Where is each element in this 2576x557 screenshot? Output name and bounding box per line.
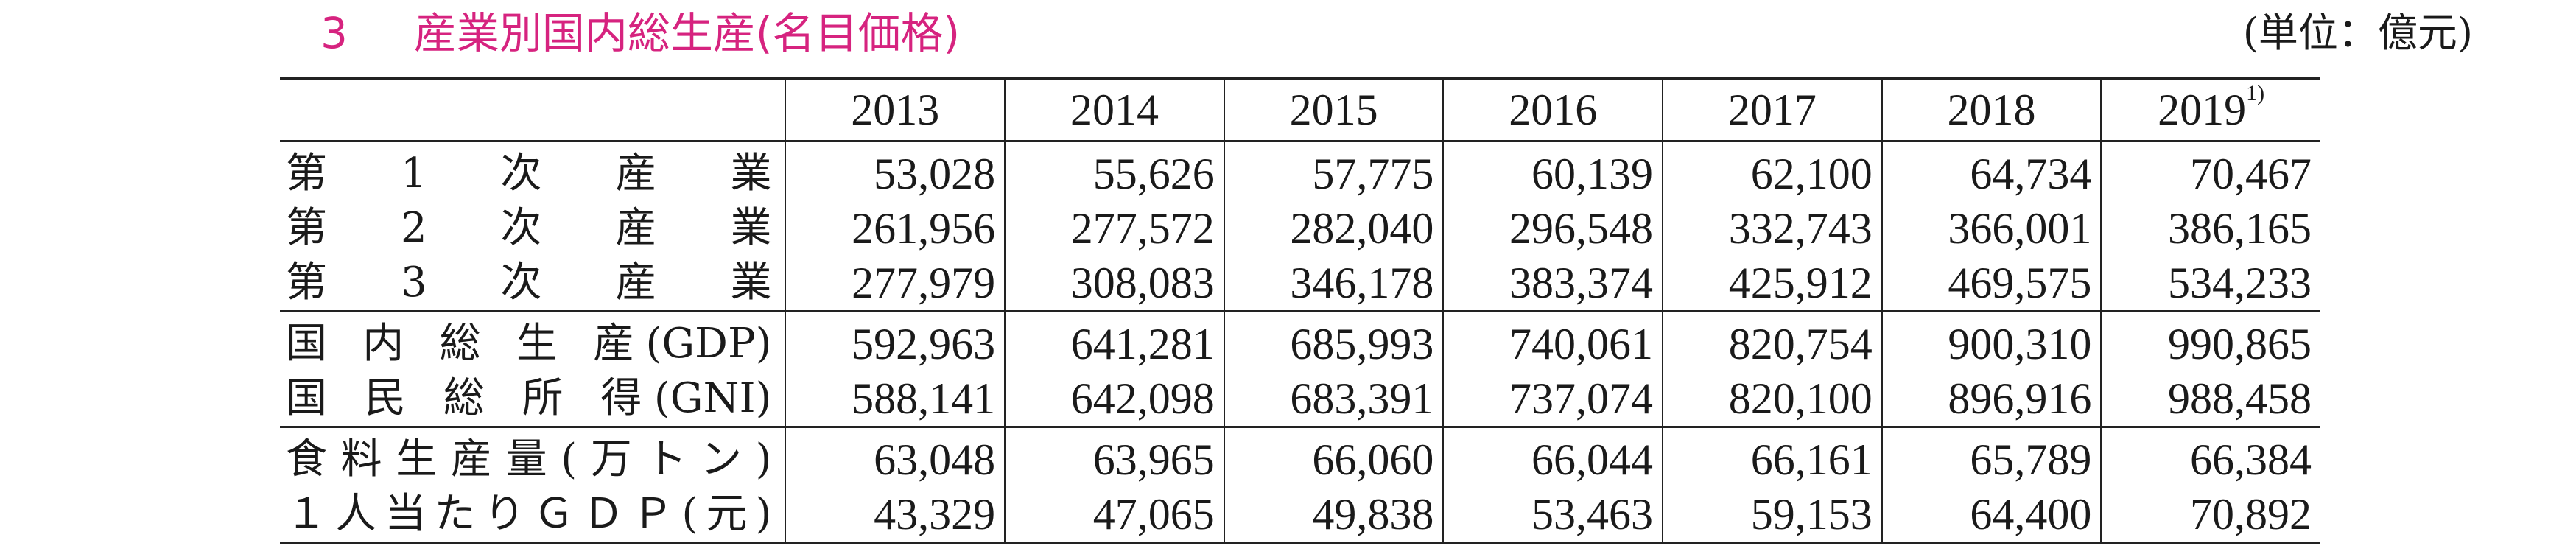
value-cell: 62,100 <box>1662 141 1882 201</box>
value-cell: 55,626 <box>1004 141 1224 201</box>
value-cell: 642,098 <box>1004 371 1224 427</box>
value-cell: 53,028 <box>785 141 1006 201</box>
table-title: 3 産業別国内総生産(名目価格) <box>320 7 960 59</box>
row-label: 第 1 次 産 業 <box>286 150 772 197</box>
value-cell: 43,329 <box>785 487 1006 544</box>
value-cell: 820,100 <box>1662 371 1882 427</box>
row-label: 国 内 総 生 産(GDP) <box>280 310 786 371</box>
value-cell: 588,141 <box>785 371 1006 427</box>
value-cell: 900,310 <box>1881 310 2102 371</box>
value-cell: 65,789 <box>1881 426 2102 487</box>
year-header: 2017 <box>1662 77 1882 142</box>
title-row: 3 産業別国内総生産(名目価格) (単位：億元) <box>0 0 2576 71</box>
value-cell: 366,001 <box>1881 201 2102 256</box>
value-cell: 592,963 <box>785 310 1006 371</box>
value-cell: 60,139 <box>1442 141 1663 201</box>
value-cell: 296,548 <box>1442 201 1663 256</box>
row-label: 第 3 次 産 業 <box>286 259 772 306</box>
header-corner <box>280 77 786 142</box>
year-header: 2014 <box>1004 77 1224 142</box>
value-cell: 70,467 <box>2100 141 2320 201</box>
value-cell: 57,775 <box>1223 141 1444 201</box>
value-cell: 820,754 <box>1662 310 1882 371</box>
year-label: 2019 <box>2158 85 2247 134</box>
year-label: 2013 <box>851 85 940 134</box>
value-cell: 896,916 <box>1881 371 2102 427</box>
value-cell: 64,734 <box>1881 141 2102 201</box>
row-label: 国 民 総 所 得(GNI) <box>286 374 772 422</box>
gdp-table: 2013 2014 2015 2016 2017 2018 20191) 第 1 次 産 業… <box>280 77 2320 544</box>
year-label: 2017 <box>1727 85 1817 134</box>
value-cell: 683,391 <box>1223 371 1444 427</box>
value-cell: 282,040 <box>1223 201 1444 256</box>
value-cell: 66,161 <box>1662 426 1882 487</box>
value-cell: 988,458 <box>2100 371 2320 427</box>
table-row: 第 2 次 産 業 261,956 277,572 282,040 296,548 332… <box>280 201 2320 256</box>
value-cell: 47,065 <box>1004 487 1224 544</box>
value-cell: 534,233 <box>2100 256 2320 312</box>
footnote-marker: 1) <box>2246 81 2265 105</box>
header-row: 2013 2014 2015 2016 2017 2018 20191) <box>280 77 2320 142</box>
unit-label: (単位：億元) <box>2242 10 2473 56</box>
value-cell: 737,074 <box>1442 371 1663 427</box>
value-cell: 63,048 <box>785 426 1006 487</box>
value-cell: 66,384 <box>2100 426 2320 487</box>
row-label: 食料生産量(万トン) <box>280 426 786 487</box>
table-number: 3 <box>320 8 348 58</box>
value-cell: 641,281 <box>1004 310 1224 371</box>
year-label: 2014 <box>1070 85 1159 134</box>
year-label: 2018 <box>1947 85 2036 134</box>
table-row: 第 1 次 産 業 53,028 55,626 57,775 60,139 62,100 6… <box>280 141 2320 201</box>
table-row: １人当たりＧＤＰ(元) 43,329 47,065 49,838 53,463 59,15… <box>280 487 2320 544</box>
value-cell: 386,165 <box>2100 201 2320 256</box>
value-cell: 261,956 <box>785 201 1006 256</box>
row-label: 第 2 次 産 業 <box>286 204 772 252</box>
value-cell: 685,993 <box>1223 310 1444 371</box>
year-header: 2018 <box>1881 77 2102 142</box>
value-cell: 383,374 <box>1442 256 1663 312</box>
table-body: 第 1 次 産 業 53,028 55,626 57,775 60,139 62,100 6… <box>280 141 2320 544</box>
value-cell: 308,083 <box>1004 256 1224 312</box>
table-row: 第 3 次 産 業 277,979 308,083 346,178 383,374 425… <box>280 256 2320 312</box>
value-cell: 66,044 <box>1442 426 1663 487</box>
value-cell: 70,892 <box>2100 487 2320 544</box>
value-cell: 59,153 <box>1662 487 1882 544</box>
value-cell: 425,912 <box>1662 256 1882 312</box>
value-cell: 277,979 <box>785 256 1006 312</box>
year-header: 2016 <box>1442 77 1663 142</box>
value-cell: 740,061 <box>1442 310 1663 371</box>
value-cell: 53,463 <box>1442 487 1663 544</box>
value-cell: 64,400 <box>1881 487 2102 544</box>
table-title-text: 産業別国内総生産(名目価格) <box>413 8 961 58</box>
value-cell: 49,838 <box>1223 487 1444 544</box>
value-cell: 990,865 <box>2100 310 2320 371</box>
year-header: 2015 <box>1223 77 1444 142</box>
year-label: 2016 <box>1509 85 1598 134</box>
value-cell: 63,965 <box>1004 426 1224 487</box>
value-cell: 277,572 <box>1004 201 1224 256</box>
table-row: 食料生産量(万トン) 63,048 63,965 66,060 66,044 66,161… <box>280 426 2320 487</box>
value-cell: 346,178 <box>1223 256 1444 312</box>
table-row: 国 民 総 所 得(GNI) 588,141 642,098 683,391 737,0… <box>280 371 2320 427</box>
value-cell: 66,060 <box>1223 426 1444 487</box>
row-label: １人当たりＧＤＰ(元) <box>280 487 786 544</box>
year-label: 2015 <box>1289 85 1378 134</box>
value-cell: 469,575 <box>1881 256 2102 312</box>
value-cell: 332,743 <box>1662 201 1882 256</box>
year-header: 20191) <box>2100 77 2320 142</box>
year-header: 2013 <box>785 77 1006 142</box>
table-row: 国 内 総 生 産(GDP) 592,963 641,281 685,993 740,0… <box>280 310 2320 371</box>
